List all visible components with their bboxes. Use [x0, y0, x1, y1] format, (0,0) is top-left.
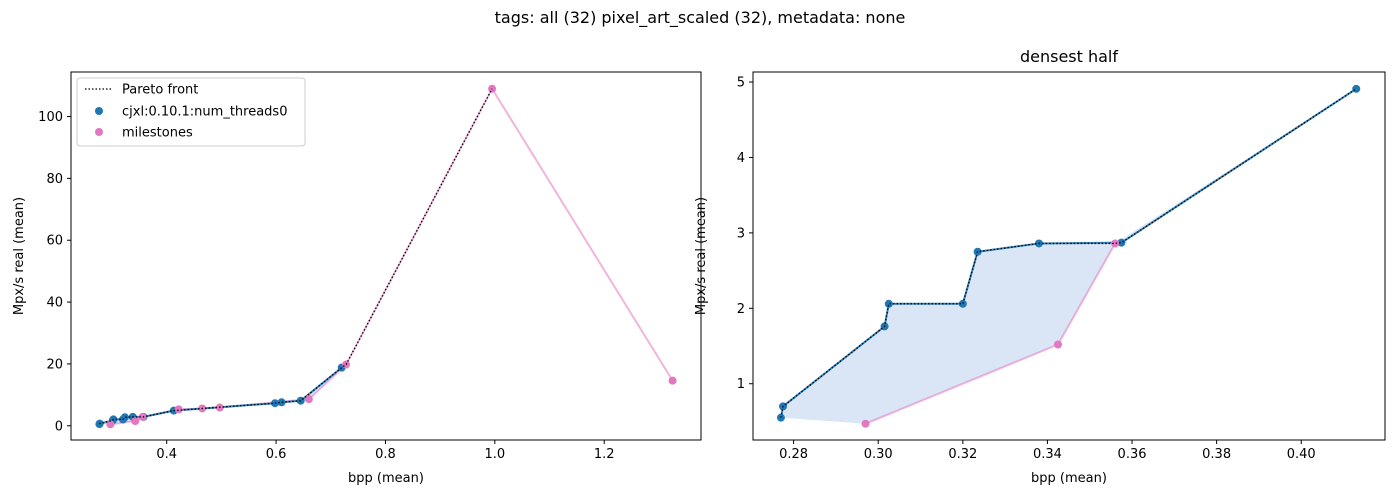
legend-entry-label: cjxl:0.10.1:num_threads0: [122, 105, 287, 120]
x-axis-label: bpp (mean): [348, 471, 424, 486]
legend-entry-label: Pareto front: [122, 83, 198, 98]
y-tick-label: 4: [737, 151, 745, 166]
x-tick-label: 0.38: [1202, 447, 1231, 462]
milestone-point: [668, 376, 677, 385]
y-tick-label: 0: [55, 419, 63, 434]
legend-cjxl-swatch: [95, 107, 103, 115]
y-tick-label: 1: [737, 377, 745, 392]
pareto-front-line: [98, 88, 493, 425]
x-tick-label: 1.0: [484, 447, 505, 462]
y-axis-label: Mpx/s real (mean): [694, 197, 709, 315]
chart-title: densest half: [1020, 47, 1118, 66]
milestone-point: [304, 395, 313, 404]
axes-frame: [752, 71, 1386, 441]
cjxl-point: [958, 299, 967, 308]
y-tick-label: 40: [46, 296, 63, 311]
cjxl-point: [277, 398, 286, 407]
x-tick-label: 1.2: [594, 447, 615, 462]
x-tick-label: 0.28: [779, 447, 808, 462]
y-tick-label: 60: [46, 234, 63, 249]
x-tick-label: 0.32: [948, 447, 977, 462]
milestone-point: [861, 419, 870, 428]
plot-left: 0.4 0.6 0.8 1.0 1.2 0 20 40 60 80 100 bpp (mean) Mpx…: [12, 71, 702, 486]
y-tick-label: 2: [737, 302, 745, 317]
x-tick-label: 0.30: [864, 447, 893, 462]
milestone-point: [1111, 239, 1120, 248]
x-tick-label: 0.34: [1033, 447, 1062, 462]
milestone-point: [174, 405, 183, 414]
milestone-point: [131, 417, 140, 426]
fill-band: [780, 88, 1357, 424]
legend-milestones-swatch: [95, 128, 103, 136]
milestone-point: [1054, 340, 1063, 349]
y-tick-label: 3: [737, 226, 745, 241]
x-tick-label: 0.40: [1287, 447, 1316, 462]
legend-box: [76, 77, 306, 147]
legend-entry-label: milestones: [122, 126, 193, 141]
cjxl-point: [884, 299, 893, 308]
milestone-point: [138, 412, 147, 421]
milestone-point: [106, 420, 115, 429]
cjxl-point: [1352, 84, 1361, 93]
x-tick-label: 0.36: [1118, 447, 1147, 462]
x-tick-label: 0.8: [375, 447, 396, 462]
y-tick-label: 100: [38, 110, 63, 125]
y-axis-label: Mpx/s real (mean): [12, 197, 27, 315]
x-tick-label: 0.6: [266, 447, 287, 462]
x-axis-label: bpp (mean): [1031, 471, 1107, 486]
cjxl-point: [120, 413, 129, 422]
figure-suptitle: tags: all (32) pixel_art_scaled (32), me…: [495, 8, 906, 28]
cjxl-point: [1117, 238, 1126, 247]
y-tick-label: 80: [46, 172, 63, 187]
plot-right: 0.28 0.30 0.32 0.34 0.36 0.38 0.40 1 2 3 4 5 bpp (me…: [694, 47, 1386, 486]
axes-frame: [70, 71, 702, 441]
y-tick-label: 5: [737, 76, 745, 91]
y-tick-label: 20: [46, 357, 63, 372]
x-tick-label: 0.4: [156, 447, 177, 462]
